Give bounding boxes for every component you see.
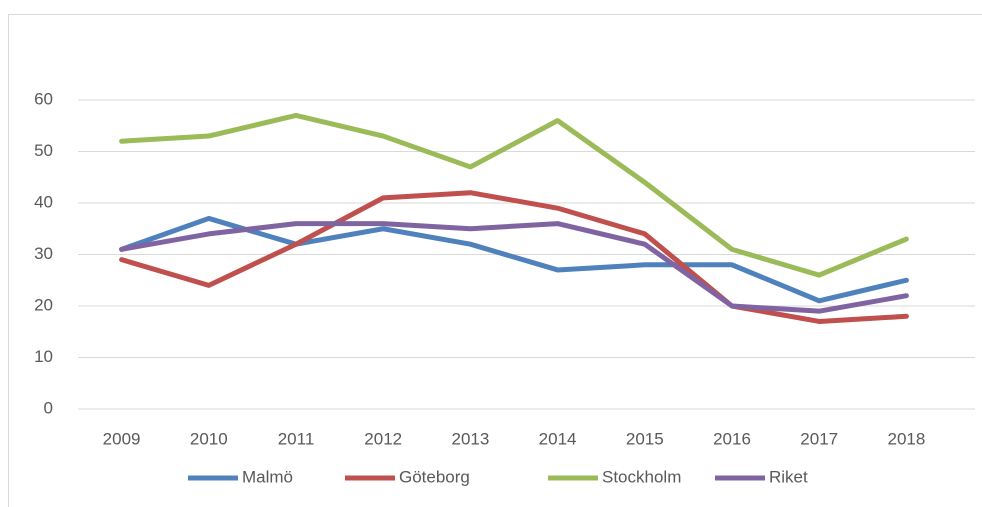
y-tick-label: 50 xyxy=(34,141,53,160)
y-tick-label: 20 xyxy=(34,295,53,314)
x-tick-label: 2010 xyxy=(190,429,228,448)
legend-label: Riket xyxy=(769,467,808,486)
x-tick-label: 2011 xyxy=(278,429,315,448)
series-line xyxy=(119,215,909,304)
series-line xyxy=(119,112,909,278)
x-tick-label: 2009 xyxy=(103,429,141,448)
y-tick-label: 60 xyxy=(34,89,53,108)
x-tick-label: 2014 xyxy=(539,429,577,448)
legend-label: Göteborg xyxy=(399,467,470,486)
y-tick-label: 0 xyxy=(44,398,53,417)
legend-label: Stockholm xyxy=(602,467,681,486)
y-tick-label: 40 xyxy=(34,192,53,211)
x-tick-label: 2015 xyxy=(626,429,664,448)
x-tick-label: 2018 xyxy=(887,429,925,448)
x-tick-label: 2012 xyxy=(364,429,402,448)
legend-label: Malmö xyxy=(242,467,293,486)
y-tick-label: 30 xyxy=(34,244,53,263)
chart-frame xyxy=(8,14,982,507)
x-tick-label: 2016 xyxy=(713,429,751,448)
series-line xyxy=(119,221,909,314)
y-tick-label: 10 xyxy=(34,347,53,366)
x-tick-label: 2013 xyxy=(451,429,489,448)
x-tick-label: 2017 xyxy=(800,429,838,448)
series-line xyxy=(119,190,909,324)
